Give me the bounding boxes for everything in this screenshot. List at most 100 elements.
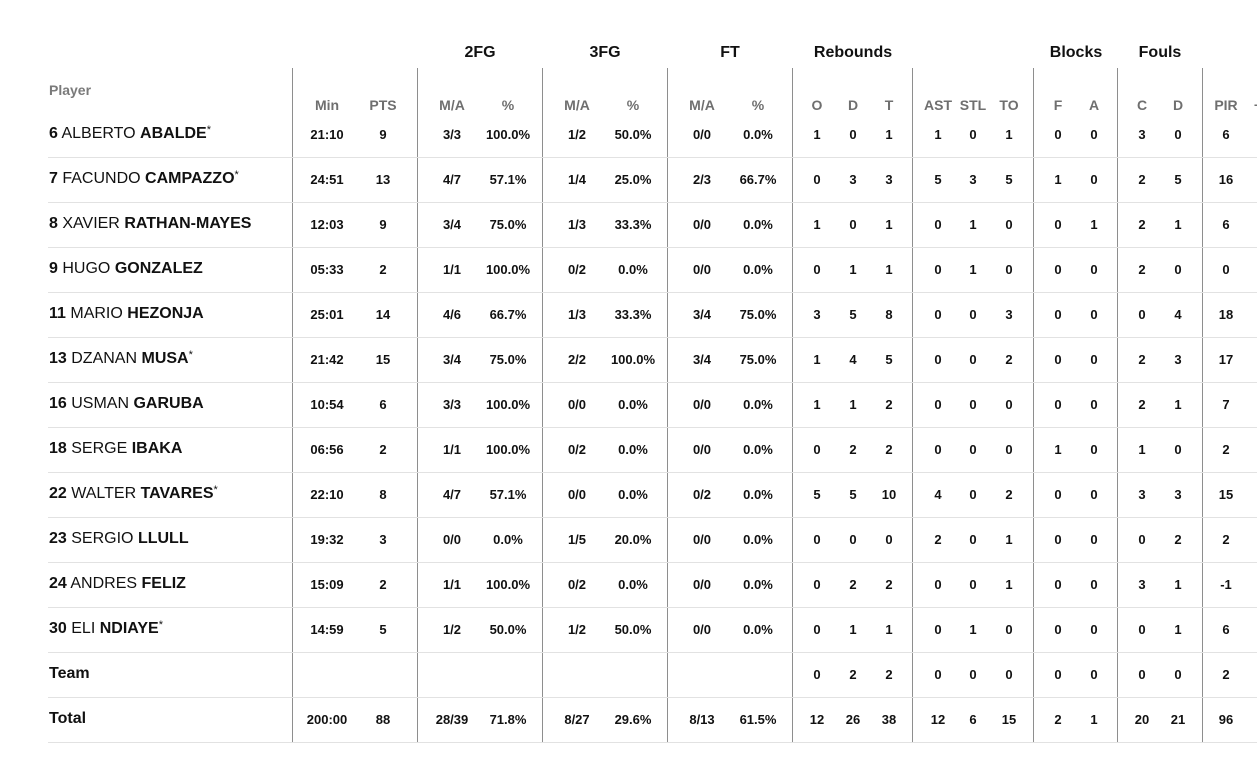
stat-cell: 3/4 <box>692 352 712 367</box>
stat-cell: 0 <box>934 667 942 682</box>
player-number: 24 <box>49 575 67 592</box>
stat-cell: 20 <box>1134 712 1150 727</box>
group-header-blocks: Blocks <box>1049 44 1103 61</box>
stat-cell: 1/5 <box>567 532 587 547</box>
stat-cell: 0 <box>1174 667 1182 682</box>
starter-mark: * <box>188 349 193 361</box>
stat-cell: 33.3% <box>614 217 652 232</box>
stat-cell: 61.5% <box>739 712 777 727</box>
stat-cell: 0 <box>969 532 977 547</box>
stat-cell: 6 <box>1222 217 1230 232</box>
stat-cell: 1/2 <box>567 127 587 142</box>
stat-cell: 13 <box>375 172 391 187</box>
stat-cell: 1 <box>1005 127 1013 142</box>
starter-mark: * <box>234 169 239 181</box>
player-name[interactable]: 9 HUGO GONZALEZ <box>49 260 203 278</box>
player-first-name: SERGE <box>71 440 128 457</box>
player-first-name: USMAN <box>71 395 130 412</box>
stat-cell: 0/2 <box>692 487 712 502</box>
stat-cell: 0/0 <box>692 127 712 142</box>
stat-cell: 2 <box>1138 217 1146 232</box>
stat-cell: 22:10 <box>310 487 344 502</box>
stat-cell: 14:59 <box>310 622 344 637</box>
player-name[interactable]: 7 FACUNDO CAMPAZZO* <box>49 169 239 188</box>
stat-cell: 100.0% <box>485 577 531 592</box>
stat-cell: 3 <box>1138 487 1146 502</box>
stat-cell: 2 <box>1222 442 1230 457</box>
stat-cell: 1 <box>1005 577 1013 592</box>
stat-cell: 2 <box>379 442 387 457</box>
column-header-to: TO <box>999 97 1019 113</box>
stat-cell: 16 <box>1218 172 1234 187</box>
stat-cell: 2 <box>1138 397 1146 412</box>
stat-cell: 8 <box>885 307 893 322</box>
column-header-plus-minus: + <box>1238 97 1257 113</box>
stat-cell: 1 <box>969 622 977 637</box>
player-first-name: ANDRES <box>70 575 138 592</box>
player-last-name: ABALDE <box>140 125 207 142</box>
player-name[interactable]: 11 MARIO HEZONJA <box>49 305 204 323</box>
player-name[interactable]: 6 ALBERTO ABALDE* <box>49 124 211 143</box>
stat-cell: 8/27 <box>564 712 590 727</box>
stat-cell: 0 <box>813 577 821 592</box>
player-name[interactable]: 13 DZANAN MUSA* <box>49 349 193 368</box>
stat-cell: 0 <box>1090 622 1098 637</box>
group-header-2fg: 2FG <box>464 44 496 61</box>
stat-cell: 2 <box>849 442 857 457</box>
column-divider <box>792 68 793 742</box>
player-last-name: FELIZ <box>141 575 186 592</box>
stat-cell: 14 <box>375 307 391 322</box>
stat-cell: 0 <box>813 667 821 682</box>
stat-cell: 1/3 <box>567 307 587 322</box>
player-name[interactable]: 24 ANDRES FELIZ <box>49 575 186 593</box>
stat-cell: 33.3% <box>614 307 652 322</box>
stat-cell: 3 <box>813 307 821 322</box>
stat-cell: 0.0% <box>743 442 773 457</box>
stat-cell: 1 <box>849 397 857 412</box>
player-name[interactable]: 8 XAVIER RATHAN-MAYES <box>49 215 251 233</box>
stat-cell: 100.0% <box>485 442 531 457</box>
stat-cell: 1 <box>1090 217 1098 232</box>
player-name[interactable]: 18 SERGE IBAKA <box>49 440 182 458</box>
row-divider <box>48 202 1257 203</box>
column-header-stl: STL <box>959 97 987 113</box>
player-first-name: SERGIO <box>71 530 134 547</box>
stat-cell: 20.0% <box>614 532 652 547</box>
stat-cell: 0 <box>1054 307 1062 322</box>
stat-cell: 2 <box>885 667 893 682</box>
stat-cell: 0 <box>1138 532 1146 547</box>
group-header-3fg: 3FG <box>589 44 621 61</box>
stat-cell: 100.0% <box>610 352 656 367</box>
stat-cell: 0 <box>969 487 977 502</box>
stat-cell: 1/2 <box>442 622 462 637</box>
row-divider <box>48 562 1257 563</box>
stat-cell: 17 <box>1218 352 1234 367</box>
stat-cell: 3/3 <box>442 127 462 142</box>
stat-cell: 0 <box>934 307 942 322</box>
stat-cell: 100.0% <box>485 397 531 412</box>
player-last-name: NDIAYE <box>99 620 159 637</box>
stat-cell: 1 <box>1054 172 1062 187</box>
stat-cell: 3/4 <box>442 217 462 232</box>
player-number: 22 <box>49 485 67 502</box>
stat-cell: 8/13 <box>689 712 715 727</box>
player-name[interactable]: 23 SERGIO LLULL <box>49 530 189 548</box>
column-header-blk-f: F <box>1053 97 1063 113</box>
stat-cell: 0 <box>934 397 942 412</box>
stat-cell: 0 <box>1090 487 1098 502</box>
starter-mark: * <box>158 619 163 631</box>
player-name[interactable]: 22 WALTER TAVARES* <box>49 484 218 503</box>
row-divider <box>48 427 1257 428</box>
player-number: 23 <box>49 530 67 547</box>
stat-cell: 0.0% <box>618 577 648 592</box>
stat-cell: 0 <box>1054 397 1062 412</box>
stat-cell: 88 <box>375 712 391 727</box>
stat-cell: 0.0% <box>743 532 773 547</box>
stat-cell: 6 <box>1222 622 1230 637</box>
player-name[interactable]: 30 ELI NDIAYE* <box>49 619 163 638</box>
stat-cell: 0.0% <box>618 262 648 277</box>
stat-cell: 1/3 <box>567 217 587 232</box>
player-first-name: ALBERTO <box>61 125 136 142</box>
stat-cell: 3/3 <box>442 397 462 412</box>
player-name[interactable]: 16 USMAN GARUBA <box>49 395 204 413</box>
